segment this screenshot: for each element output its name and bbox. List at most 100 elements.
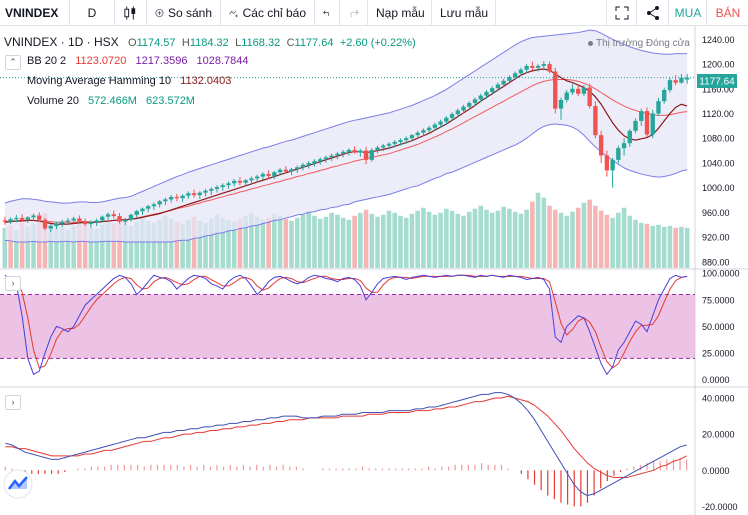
candle-body [369,149,374,160]
volume-bar [317,218,323,268]
candle-body [455,110,460,115]
candle [369,148,374,162]
candle-body [60,221,65,224]
macd-pane[interactable] [4,392,688,507]
candle-body [306,162,311,165]
volume-bar [260,219,266,268]
volume-bar [203,222,208,268]
volume-bar [283,218,289,268]
candle [507,75,512,84]
collapse-legend-button[interactable]: ⌃ [5,55,21,70]
candle [593,101,598,139]
bb-legend[interactable]: BB 20 2 1123.0720 1217.3596 1028.7844 [27,55,249,67]
ma-legend[interactable]: Moving Average Hamming 10 1132.0403 [27,75,231,87]
volume-bar [59,227,65,268]
volume-bar [220,217,226,268]
stochastic-pane[interactable] [0,274,695,376]
candle-body [157,201,162,205]
price-tick-label: 1160.00 [702,84,734,94]
candle-body [318,159,323,162]
volume-bar [501,206,506,268]
volume-bar [466,211,472,268]
candle [656,98,661,116]
volume-bar [403,217,409,268]
candle-body [2,220,8,222]
candle [467,101,472,110]
candle [174,193,180,202]
candle-body [8,219,13,222]
candle [65,217,71,225]
volume-bar [541,197,547,268]
volume-bar [249,212,254,268]
candle-body [209,188,214,191]
candle-body [140,208,145,212]
compare-button[interactable]: So sánh [147,0,221,25]
undo-icon [323,10,330,16]
candle-body [472,99,478,104]
share-button[interactable] [636,0,669,25]
sell-button[interactable]: BÁN [706,0,748,25]
candle-body [375,147,380,150]
volume-bar [449,210,455,268]
candle [398,138,403,146]
volume-bar [71,225,76,268]
interval-button[interactable]: D [70,0,115,25]
price-tick-label: 880.00 [702,257,730,267]
volume-legend[interactable]: Volume 20 572.466M 623.572M [27,95,195,107]
volume-bar [593,205,598,268]
candle [490,86,495,95]
candle-body [404,138,409,141]
volume-bar [31,223,36,268]
save-template-button[interactable]: Lưu mẫu [432,0,496,25]
candle-body [214,187,220,189]
indicators-button[interactable]: Các chỉ báo [221,0,315,25]
buy-button[interactable]: MUA [668,0,707,25]
candle [289,167,294,176]
candle-body [88,222,94,225]
macd-expand-button[interactable]: › [5,395,21,410]
candle-body [553,71,558,109]
stoch-tick-label: 0.0000 [702,375,730,385]
candle-body [237,180,243,183]
candle [616,145,621,163]
volume-bar [180,223,185,268]
tradingview-logo[interactable] [3,469,33,499]
candle [461,104,466,114]
candle [300,162,306,171]
volume-bar [2,227,8,268]
candle [254,174,260,183]
candle [214,185,220,193]
compare-label: So sánh [167,5,212,20]
fullscreen-button[interactable] [606,0,637,25]
candle-body [197,192,202,196]
price-pane[interactable] [0,29,695,268]
candle [667,77,673,93]
candle-body [117,216,122,222]
stoch-k-line [4,274,688,376]
candle [77,215,82,223]
volume-bar [358,212,363,268]
candle [381,143,386,152]
high-label: H [181,37,190,49]
candle [60,219,65,228]
price-tick-label: 960.00 [702,208,730,218]
volume-bar [633,219,638,268]
candle [163,197,168,205]
candle [501,78,506,88]
candle-body [243,180,248,183]
volume-bar [294,217,300,268]
redo-button[interactable] [340,0,368,25]
undo-button[interactable] [315,0,340,25]
candle [31,213,36,222]
chart-type-button[interactable] [115,0,147,25]
symbol-search[interactable]: VNINDEX [0,0,70,25]
candle [581,85,587,97]
candle-body [168,196,174,200]
top-toolbar: VNINDEX D So sánh Các chỉ báo Nạp mẫu Lư… [0,0,748,26]
load-template-button[interactable]: Nạp mẫu [368,0,432,25]
candle-body [564,92,569,100]
stoch-expand-button[interactable]: › [5,276,21,291]
stoch-tick-label: 50.0000 [702,322,735,332]
volume-bar [88,227,94,268]
